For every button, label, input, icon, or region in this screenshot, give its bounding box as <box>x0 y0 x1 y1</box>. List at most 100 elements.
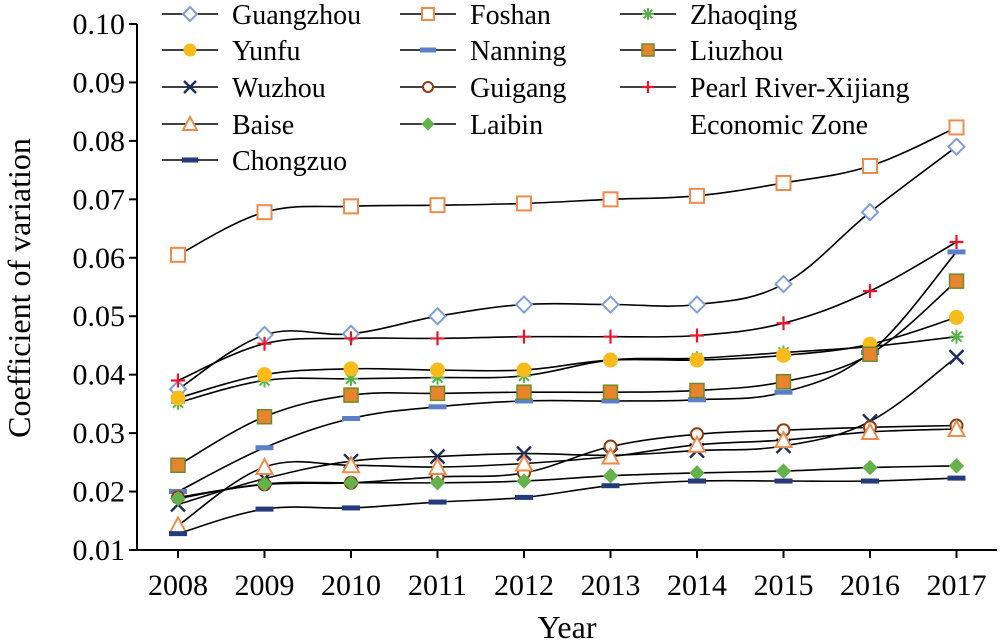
data-point <box>603 352 618 368</box>
data-point <box>601 483 620 489</box>
data-point <box>860 202 880 222</box>
data-point <box>343 198 359 215</box>
data-point <box>687 434 707 453</box>
data-point <box>515 398 533 404</box>
legend-marker <box>183 80 197 94</box>
data-point <box>775 373 792 390</box>
legend-item: Pearl River-Xijiang Economic Zone <box>620 73 910 141</box>
x-tick-label: 2015 <box>754 569 814 602</box>
data-point <box>256 476 273 492</box>
series-line <box>177 477 957 535</box>
data-point <box>428 306 447 326</box>
y-tick-label: 0.06 <box>73 242 126 275</box>
data-point <box>516 362 532 378</box>
legend-item: Wuzhou <box>162 73 326 104</box>
data-point <box>429 385 446 402</box>
data-point <box>688 478 706 484</box>
legend-label: Baise <box>232 110 294 141</box>
data-point <box>861 478 879 484</box>
data-point <box>946 418 967 438</box>
legend-marker <box>183 43 197 57</box>
data-point <box>773 429 794 449</box>
legend-marker <box>641 43 655 57</box>
data-point <box>342 416 360 421</box>
data-point <box>862 346 878 362</box>
legend-marker <box>421 117 435 131</box>
series-foshan <box>170 119 965 263</box>
data-point <box>690 328 704 343</box>
x-tick-label: 2016 <box>840 569 900 602</box>
series-line <box>177 335 957 404</box>
series-layer <box>168 119 967 537</box>
data-point <box>948 119 965 136</box>
data-point <box>344 371 358 386</box>
legend-item: Nanning <box>400 36 566 67</box>
legend-item: Liuzhou <box>620 36 783 67</box>
legend-marker <box>181 114 199 131</box>
legend-marker <box>422 81 434 93</box>
data-point <box>948 349 965 365</box>
data-point <box>429 475 446 491</box>
legend-marker <box>642 8 654 20</box>
data-point <box>170 490 186 507</box>
data-point <box>430 370 445 385</box>
data-point <box>516 195 532 212</box>
series-guangzhou <box>168 137 966 399</box>
legend-label: Chongzuo <box>232 146 347 177</box>
data-point <box>688 397 706 403</box>
data-point <box>947 249 966 255</box>
data-point <box>341 455 361 474</box>
x-tick-label: 2013 <box>581 569 641 602</box>
data-point <box>601 295 620 314</box>
series-line <box>177 146 957 390</box>
data-point <box>948 458 965 474</box>
data-point <box>947 475 966 481</box>
y-tick-label: 0.07 <box>73 183 126 216</box>
data-point <box>343 361 359 377</box>
y-tick-label: 0.08 <box>73 125 126 158</box>
legend-label: Yunfu <box>232 36 300 67</box>
data-point <box>170 457 186 474</box>
data-point <box>863 284 877 299</box>
data-point <box>774 274 793 294</box>
data-point <box>860 421 880 440</box>
x-tick-label: 2008 <box>148 569 208 602</box>
data-point <box>342 505 360 511</box>
legend-label: Guangzhou <box>232 0 361 31</box>
y-tick-label: 0.04 <box>73 359 126 392</box>
y-tick-label: 0.02 <box>73 476 126 509</box>
data-point <box>430 331 445 346</box>
series-laibin <box>170 458 965 507</box>
legend-item: Yunfu <box>162 36 300 67</box>
legend-label: Foshan <box>470 0 551 31</box>
legend-label: Guigang <box>470 73 566 104</box>
data-point <box>776 347 791 363</box>
legend-marker <box>182 157 198 163</box>
series-line <box>177 316 957 399</box>
legend-item: Chongzuo <box>162 146 347 177</box>
data-point <box>255 445 274 451</box>
data-point <box>427 456 448 476</box>
x-tick-label: 2011 <box>408 569 467 602</box>
series-wuzhou <box>170 349 965 513</box>
data-point <box>603 329 618 344</box>
data-point <box>602 384 619 400</box>
data-point <box>429 448 446 465</box>
data-point <box>862 459 878 476</box>
data-point <box>602 191 619 208</box>
series-liuzhou <box>170 273 965 474</box>
series-line <box>177 465 957 500</box>
data-point <box>170 390 186 406</box>
data-point <box>949 309 964 325</box>
data-point <box>949 329 964 344</box>
data-point <box>256 408 273 425</box>
series-line <box>177 241 957 382</box>
data-point <box>774 478 793 484</box>
x-axis-title: Year <box>538 609 597 642</box>
series-baise <box>168 418 967 534</box>
legend-label: Liuzhou <box>690 36 783 67</box>
legend-item: Zhaoqing <box>620 0 797 31</box>
x-tick-label: 2017 <box>927 569 987 602</box>
x-tick-label: 2012 <box>494 569 554 602</box>
